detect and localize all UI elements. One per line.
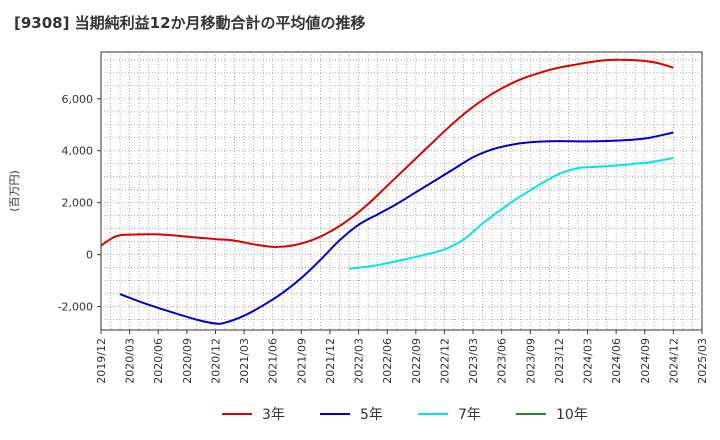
x-tick-label: 2020/09 bbox=[181, 338, 194, 384]
x-tick-label: 2023/09 bbox=[524, 338, 537, 384]
x-tick-label: 2023/03 bbox=[467, 338, 480, 384]
series-line-2 bbox=[348, 157, 674, 270]
y-tick-label: 0 bbox=[86, 249, 93, 262]
x-tick-label: 2022/03 bbox=[353, 338, 366, 384]
series-layer bbox=[100, 58, 674, 325]
legend: 3年 5年 7年 10年 bbox=[222, 407, 588, 423]
x-tick-label: 2024/12 bbox=[667, 338, 680, 384]
x-tick-label: 2022/06 bbox=[381, 338, 394, 384]
x-tick-label: 2020/03 bbox=[124, 338, 137, 384]
legend-label-2: 7年 bbox=[458, 407, 481, 423]
y-axis-label: (百万円) bbox=[8, 170, 21, 212]
x-tick-label: 2024/03 bbox=[582, 338, 595, 384]
x-tick-label: 2025/03 bbox=[696, 338, 709, 384]
grid-layer bbox=[100, 51, 703, 331]
y-tick-label: 6,000 bbox=[62, 93, 94, 106]
axis-layer: -2,000 0 2,000 4,000 6,000 2019/12 2020/03 2020… bbox=[8, 93, 709, 384]
x-tick-label: 2023/12 bbox=[553, 338, 566, 384]
x-tick-label: 2021/09 bbox=[295, 338, 308, 384]
x-tick-label: 2021/12 bbox=[324, 338, 337, 384]
y-tick-label: 2,000 bbox=[62, 197, 94, 210]
y-tick-label: 4,000 bbox=[62, 145, 94, 158]
x-tick-label: 2021/06 bbox=[267, 338, 280, 384]
x-tick-label: 2024/06 bbox=[610, 338, 623, 384]
x-tick-label: 2022/09 bbox=[410, 338, 423, 384]
series-line-0 bbox=[100, 58, 674, 248]
x-tick-label: 2023/06 bbox=[496, 338, 509, 384]
y-tick-label: -2,000 bbox=[58, 301, 93, 314]
legend-label-0: 3年 bbox=[262, 407, 285, 423]
series-line-1 bbox=[119, 131, 674, 325]
legend-label-1: 5年 bbox=[360, 407, 383, 423]
x-tick-label: 2020/06 bbox=[152, 338, 165, 384]
x-tick-label: 2024/09 bbox=[639, 338, 652, 384]
x-tick-label: 2022/12 bbox=[438, 338, 451, 384]
x-tick-label: 2020/12 bbox=[209, 338, 222, 384]
legend-label-3: 10年 bbox=[556, 407, 588, 423]
x-tick-label: 2019/12 bbox=[95, 338, 108, 384]
x-tick-label: 2021/03 bbox=[238, 338, 251, 384]
plot-frame bbox=[100, 51, 703, 331]
chart-title: [9308] 当期純利益12か月移動合計の平均値の推移 bbox=[14, 14, 366, 32]
